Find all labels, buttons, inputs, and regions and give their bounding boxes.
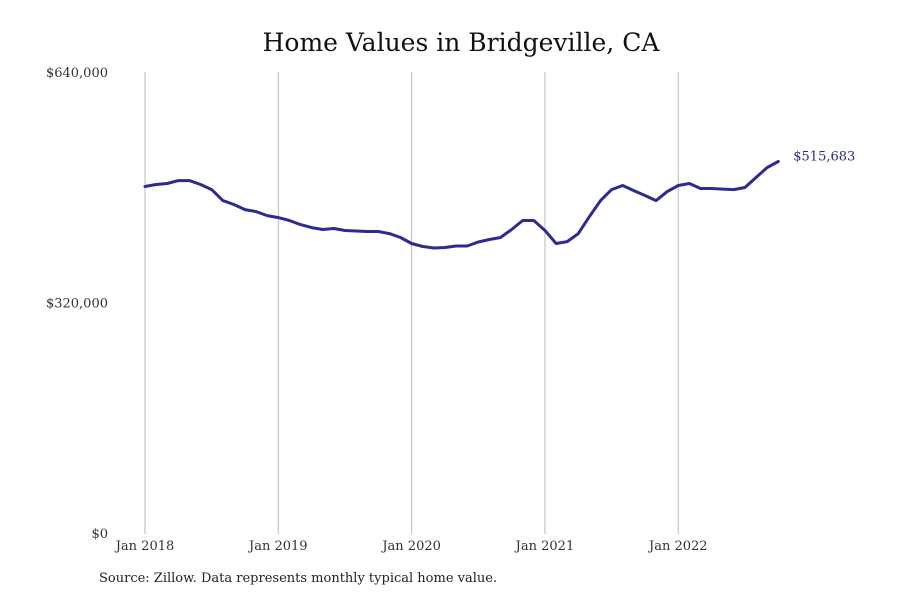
end-value-label: $515,683: [793, 150, 855, 165]
x-tick-label: Jan 2019: [247, 539, 308, 554]
series-line: [143, 160, 780, 250]
y-tick-label: $320,000: [46, 297, 108, 312]
chart-title: Home Values in Bridgeville, CA: [263, 28, 661, 57]
x-tick-label: Jan 2020: [380, 539, 441, 554]
gridlines: [144, 72, 679, 534]
y-tick-label: $0: [91, 527, 108, 542]
y-tick-label: $640,000: [46, 66, 108, 81]
series-group: [143, 160, 780, 250]
x-tick-label: Jan 2021: [514, 539, 575, 554]
source-note: Source: Zillow. Data represents monthly …: [99, 571, 498, 586]
x-tick-label: Jan 2018: [114, 539, 175, 554]
x-tick-label: Jan 2022: [647, 539, 708, 554]
y-axis: $0 $320,000 $640,000: [46, 66, 108, 542]
x-axis: Jan 2018 Jan 2019 Jan 2020 Jan 2021 Jan 2022: [114, 539, 708, 554]
